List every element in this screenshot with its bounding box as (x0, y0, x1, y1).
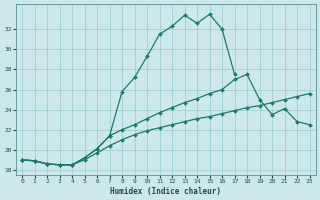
X-axis label: Humidex (Indice chaleur): Humidex (Indice chaleur) (110, 187, 221, 196)
